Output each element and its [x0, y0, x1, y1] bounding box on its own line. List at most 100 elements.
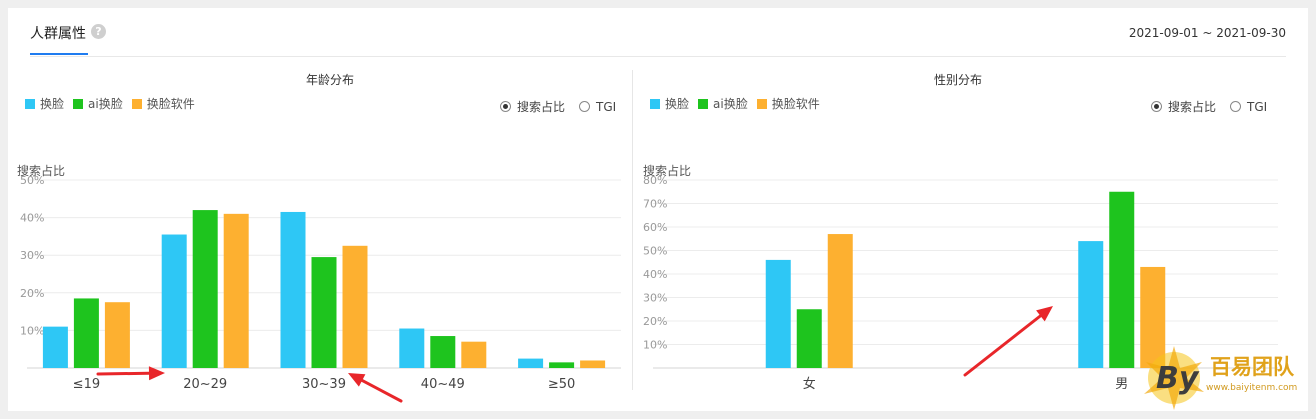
- x-tick-label: 男: [1115, 377, 1128, 392]
- legend-label: 换脸: [40, 97, 65, 111]
- y-tick-label: 20%: [643, 315, 667, 328]
- radio-label: 搜索占比: [1168, 100, 1217, 114]
- annotation-arrow-shaft: [963, 314, 1042, 377]
- panel-divider: [632, 70, 633, 390]
- radio-tgi[interactable]: TGI: [579, 100, 616, 114]
- bar: [796, 309, 822, 368]
- tab-active-indicator: [30, 53, 88, 55]
- x-tick-label: 20~29: [183, 377, 227, 392]
- y-tick-label: 30%: [643, 292, 667, 305]
- bar: [311, 257, 337, 368]
- y-axis-label-gender: 搜索占比: [643, 164, 692, 178]
- legend-swatch: [131, 98, 142, 109]
- age-distribution-panel: 年龄分布 换脸 ai换脸 换脸软件 搜索占比 TGI 搜索占比 10% 20% 30…: [8, 56, 632, 411]
- legend-swatch: [698, 98, 709, 109]
- annotation-arrow-head: [348, 373, 366, 387]
- y-tick-label: 70%: [643, 198, 667, 211]
- x-tick-label: ≤19: [73, 377, 100, 392]
- annotation-arrow-shaft: [360, 378, 403, 403]
- radio-label: TGI: [596, 99, 617, 114]
- logo-burst-icon: [1144, 346, 1204, 410]
- x-tick-label: 30~39: [302, 377, 346, 392]
- help-icon[interactable]: ?: [91, 24, 106, 39]
- legend-item[interactable]: 换脸: [650, 95, 689, 112]
- watermark-logo-text: By: [1156, 361, 1200, 396]
- bar: [1109, 191, 1135, 368]
- radio-tgi[interactable]: TGI: [1230, 100, 1267, 114]
- y-axis-label-age: 搜索占比: [17, 164, 66, 178]
- legend-swatch: [650, 98, 660, 109]
- legend-swatch: [73, 98, 84, 109]
- y-tick-label: 20%: [20, 287, 44, 300]
- legend-gender: 换脸 ai换脸 换脸软件: [650, 95, 829, 112]
- legend-label: 换脸: [665, 97, 690, 111]
- bar: [223, 213, 249, 368]
- metric-radio-group-age: 搜索占比 TGI: [486, 98, 616, 115]
- crowd-attributes-card: 人群属性 ? 2021-09-01 ~ 2021-09-30 年龄分布 换脸 a…: [8, 8, 1308, 411]
- radio-label: 搜索占比: [517, 100, 566, 114]
- y-tick-label: 60%: [643, 221, 667, 234]
- legend-item[interactable]: 换脸: [25, 95, 64, 112]
- bar: [280, 211, 306, 368]
- y-tick-label: 80%: [643, 174, 667, 187]
- y-tick-label: 30%: [20, 249, 44, 262]
- bar: [42, 326, 68, 368]
- bar: [73, 298, 99, 368]
- watermark-logo: By 百易团队 www.baiyitenm.com: [1144, 346, 1297, 410]
- gender-distribution-panel: 性别分布 换脸 ai换脸 换脸软件 搜索占比 TGI 搜索占比 10% 20% 30…: [633, 56, 1308, 411]
- legend-label: 换脸软件: [146, 97, 195, 111]
- gender-bar-chart: 10% 20% 30% 40% 50% 60% 70% 80% 女 男: [643, 174, 1278, 392]
- bar: [1140, 266, 1166, 368]
- legend-swatch: [756, 98, 767, 109]
- radio-selected-icon: [500, 101, 511, 112]
- radio-label: TGI: [1247, 99, 1268, 114]
- bar: [104, 302, 130, 368]
- bar: [192, 210, 218, 368]
- legend-swatch: [25, 98, 35, 109]
- bar: [765, 259, 791, 368]
- date-range: 2021-09-01 ~ 2021-09-30: [1128, 26, 1286, 40]
- bar: [580, 360, 606, 368]
- bar: [827, 234, 853, 368]
- metric-radio-group-gender: 搜索占比 TGI: [1137, 98, 1267, 115]
- radio-unselected-icon: [579, 101, 591, 112]
- y-tick-label: 10%: [643, 339, 667, 352]
- chart-title-gender: 性别分布: [933, 73, 982, 87]
- tab-label: 人群属性: [30, 26, 86, 42]
- legend-label: 换脸软件: [771, 97, 820, 111]
- bar: [461, 341, 487, 368]
- radio-selected-icon: [1151, 101, 1162, 112]
- legend-item[interactable]: 换脸软件: [756, 95, 820, 112]
- x-tick-label: 女: [803, 376, 816, 392]
- annotation-arrow-head: [148, 366, 165, 381]
- y-tick-label: 50%: [20, 174, 44, 187]
- x-tick-label: ≥50: [548, 377, 575, 392]
- legend-item[interactable]: ai换脸: [698, 95, 748, 112]
- annotation-arrow-head: [1036, 306, 1053, 322]
- legend-item[interactable]: ai换脸: [73, 95, 123, 112]
- bar: [1078, 241, 1104, 368]
- y-tick-label: 40%: [643, 268, 667, 281]
- bar: [399, 328, 425, 368]
- tab-bar: 人群属性 ? 2021-09-01 ~ 2021-09-30: [30, 8, 1286, 57]
- radio-search-share[interactable]: 搜索占比: [1151, 98, 1216, 115]
- y-tick-label: 40%: [20, 212, 44, 225]
- legend-item[interactable]: 换脸软件: [131, 95, 195, 112]
- chart-title-age: 年龄分布: [305, 73, 354, 87]
- age-bar-chart: 10% 20% 30% 40% 50% ≤19 20~29 30~39 40~49 ≥50: [20, 174, 621, 403]
- legend-label: ai换脸: [713, 97, 748, 111]
- bar: [549, 362, 575, 368]
- bar: [342, 245, 368, 368]
- bar: [430, 336, 456, 368]
- bar: [161, 234, 187, 368]
- legend-label: ai换脸: [88, 97, 123, 111]
- y-tick-label: 10%: [20, 324, 44, 337]
- watermark-url: www.baiyitenm.com: [1206, 383, 1297, 393]
- radio-unselected-icon: [1230, 101, 1242, 112]
- x-tick-label: 40~49: [421, 377, 465, 392]
- bar: [518, 358, 544, 368]
- legend-age: 换脸 ai换脸 换脸软件: [25, 95, 204, 112]
- radio-search-share[interactable]: 搜索占比: [500, 98, 565, 115]
- watermark-brand: 百易团队: [1210, 355, 1295, 379]
- annotation-arrow-shaft: [96, 371, 151, 376]
